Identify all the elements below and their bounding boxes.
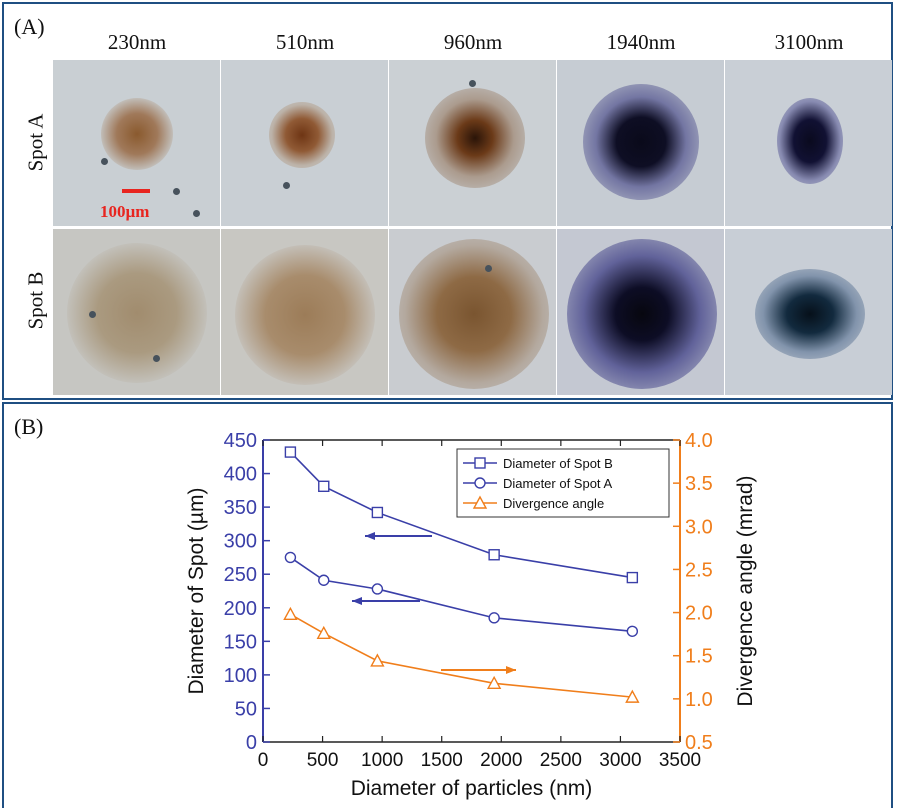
y-left-tick-label: 400	[224, 464, 257, 486]
spot-b-1940-image	[557, 229, 724, 395]
data-point-0-4	[626, 571, 639, 584]
size-label-3100: 3100nm	[774, 30, 844, 54]
data-point-2-1	[316, 625, 331, 639]
data-point-0-1	[318, 480, 330, 493]
spot-a-510-image	[221, 60, 388, 226]
x-tick-label: 1000	[361, 750, 403, 771]
data-point-2-2	[370, 653, 385, 667]
y-left-tick-label: 150	[224, 631, 257, 653]
y-left-tick-label: 250	[224, 564, 257, 586]
spot-b-230-image	[53, 229, 220, 395]
arrow-divergence-head	[506, 666, 516, 674]
data-point-1-0	[284, 551, 297, 564]
scale-bar	[122, 189, 150, 193]
y-right-tick-label: 2.5	[685, 559, 713, 581]
data-point-0-0	[284, 446, 297, 458]
spot-b-960-image	[389, 229, 556, 395]
y-right-tick-label: 4.0	[685, 430, 713, 452]
size-label-230: 230nm	[107, 30, 167, 54]
spot-a-960-image	[389, 60, 556, 226]
data-point-1-2	[371, 583, 384, 595]
arrow-spot-a-head	[352, 597, 362, 605]
spot-a-3100-image	[725, 60, 892, 226]
y-right-tick-label: 1.5	[685, 646, 713, 668]
data-point-1-4	[626, 625, 639, 637]
panel-a-label: (A)	[14, 14, 45, 39]
data-point-1-1	[318, 574, 330, 586]
data-point-0-3	[488, 549, 500, 561]
panel-b-label: (B)	[14, 414, 44, 439]
x-tick-label: 3500	[659, 750, 701, 771]
x-tick-label: 2000	[480, 750, 522, 771]
legend-label-2: Divergence angle	[503, 496, 604, 511]
size-label-510: 510nm	[275, 30, 335, 54]
row-label-spot-a: Spot A	[23, 113, 48, 172]
x-axis-title: Diameter of particles (nm)	[351, 777, 593, 800]
arrow-spot-b-head	[365, 532, 375, 540]
x-tick-label: 2500	[540, 750, 582, 771]
y-right-tick-label: 2.0	[685, 603, 713, 625]
size-label-1940: 1940nm	[606, 30, 676, 54]
y-right-tick-label: 3.5	[685, 473, 713, 495]
y-right-tick-label: 1.0	[685, 689, 713, 711]
legend-marker-0	[474, 457, 486, 469]
spot-a-230-image	[53, 60, 220, 226]
y-left-tick-label: 450	[224, 430, 257, 452]
x-tick-label: 1500	[421, 750, 463, 771]
y-left-tick-label: 200	[224, 598, 257, 620]
legend-label-0: Diameter of Spot B	[503, 456, 613, 471]
spot-a-1940-image	[557, 60, 724, 226]
legend-marker-1	[474, 477, 486, 489]
y-left-tick-label: 50	[235, 698, 257, 720]
panel-a-frame	[2, 2, 893, 400]
data-point-0-2	[371, 506, 384, 519]
y-left-tick-label: 300	[224, 531, 257, 553]
y-left-tick-label: 0	[246, 732, 257, 754]
y-right-tick-label: 0.5	[685, 732, 713, 754]
y-left-axis-title: Diameter of Spot (µm)	[185, 488, 208, 695]
data-point-2-3	[486, 675, 502, 690]
x-tick-label: 3000	[599, 750, 641, 771]
y-right-tick-label: 3.0	[685, 516, 713, 538]
x-tick-label: 0	[258, 750, 269, 771]
scale-bar-label: 100µm	[100, 202, 150, 221]
size-label-960: 960nm	[443, 30, 503, 54]
row-label-spot-b: Spot B	[23, 271, 48, 330]
spot-b-510-image	[221, 229, 388, 395]
x-tick-label: 500	[307, 750, 339, 771]
line-chart: 0 500 1000 1500 2000 2500 3000 3500 0 50 100 150 200…	[185, 430, 757, 800]
y-left-tick-label: 100	[224, 665, 257, 687]
panel-b-frame	[2, 402, 893, 808]
data-point-2-0	[283, 606, 298, 620]
legend-label-1: Diameter of Spot A	[503, 476, 612, 491]
legend-marker-2	[472, 495, 488, 509]
y-left-tick-label: 350	[224, 497, 257, 519]
spot-b-3100-image	[725, 229, 892, 395]
data-point-1-3	[488, 612, 500, 624]
y-right-axis-title: Divergence angle (mrad)	[734, 475, 757, 706]
data-point-2-4	[625, 689, 640, 703]
